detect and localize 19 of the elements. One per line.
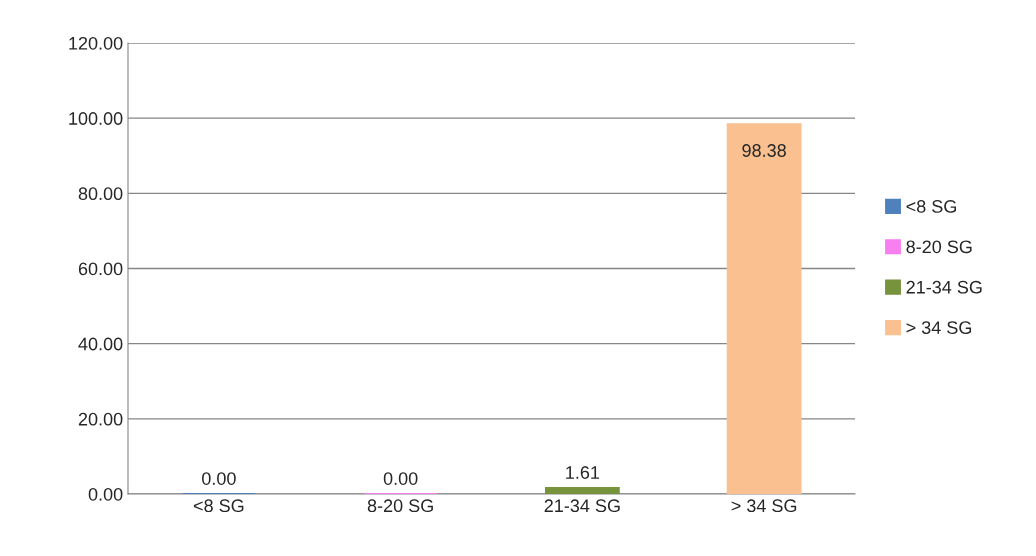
x-tick-label: 21-34 SG: [544, 499, 620, 513]
data-label: 0.00: [383, 472, 418, 485]
legend-label: 21-34 SG: [906, 280, 982, 294]
x-tick-label: > 34 SG: [731, 499, 797, 513]
y-tick-label: 120.00: [69, 36, 123, 50]
y-tick-label: 40.00: [78, 337, 123, 351]
legend-label: 8-20 SG: [906, 240, 972, 254]
x-tick-label: <8 SG: [193, 499, 244, 513]
y-tick-label: 100.00: [69, 112, 123, 125]
legend-label: > 34 SG: [906, 321, 972, 334]
x-tick-label: 8-20 SG: [367, 499, 433, 513]
y-tick-label: 60.00: [78, 262, 123, 276]
y-tick-label: 0.00: [88, 487, 123, 501]
legend-label: <8 SG: [906, 200, 956, 213]
data-label: 0.00: [202, 472, 236, 485]
data-label: 1.61: [566, 466, 600, 479]
data-label: 98.38: [742, 144, 786, 157]
y-tick-label: 20.00: [78, 412, 123, 426]
y-tick-label: 80.00: [78, 187, 123, 201]
